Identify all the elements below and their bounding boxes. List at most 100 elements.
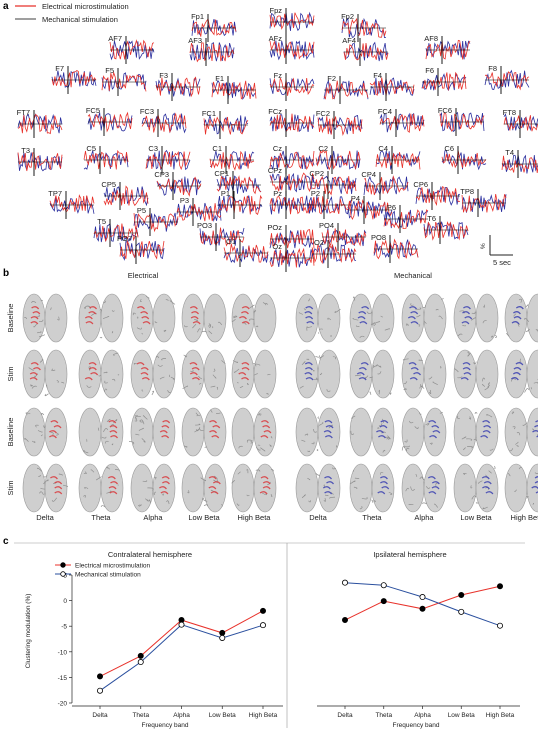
eeg-channel-label: C5 — [86, 144, 96, 153]
eeg-channel-af4: AF4 — [342, 36, 388, 66]
brain-view — [23, 350, 67, 398]
series-point — [459, 609, 464, 614]
eeg-channel-label: O1 — [226, 237, 236, 246]
eeg-channel-label: C1 — [212, 144, 222, 153]
eeg-channel-label: F1 — [215, 74, 224, 83]
brain-view — [505, 350, 538, 398]
chart-x-label-ipsilateral: Frequency band — [393, 722, 440, 729]
eeg-channel-p6: P6 — [384, 203, 428, 233]
y-tick-label: -10 — [58, 649, 68, 656]
brain-view — [350, 350, 394, 398]
eeg-channel-label: CP3 — [154, 170, 169, 179]
row-label-stim-1: Stim — [6, 367, 15, 382]
eeg-channel-cp6: CP6 — [413, 180, 460, 210]
row-label-stim-2: Stim — [6, 481, 15, 496]
x-tick-label: Theta — [375, 712, 392, 719]
eeg-channel-fc6: FC6 — [438, 106, 484, 136]
eeg-channel-label: POz — [267, 223, 282, 232]
x-tick-label: Theta — [132, 712, 149, 719]
legend-label: Electrical microstimulation — [75, 562, 151, 569]
eeg-channel-fc5: FC5 — [86, 106, 132, 136]
eeg-channel-af3: AF3 — [188, 36, 234, 66]
series-point — [220, 635, 225, 640]
eeg-channel-f3: F3 — [156, 71, 200, 101]
eeg-channel-fc4: FC4 — [378, 107, 424, 137]
series-point — [497, 623, 502, 628]
eeg-channel-label: F2 — [327, 74, 336, 83]
eeg-channel-c4: C4 — [376, 144, 420, 174]
chart-x-label-contralateral: Frequency band — [142, 722, 189, 729]
eeg-channel-label: F4 — [373, 71, 382, 80]
scale-bar-x-label: 5 sec — [493, 258, 511, 267]
eeg-channel-label: FC3 — [140, 107, 154, 116]
eeg-channel-af7: AF7 — [108, 34, 154, 64]
band-label-0-0: Delta — [36, 513, 54, 522]
brain-view — [182, 464, 226, 512]
eeg-channel-label: TP7 — [48, 189, 62, 198]
brain-view — [454, 464, 498, 512]
brain-view — [454, 408, 498, 456]
eeg-channel-f2: F2 — [324, 74, 368, 104]
legend-label: Mechanical stimulation — [75, 571, 141, 578]
brain-view — [350, 464, 394, 512]
eeg-channel-label: T6 — [427, 214, 436, 223]
band-label-1-4: High Beta — [511, 513, 538, 522]
series-point — [420, 606, 425, 611]
eeg-channel-c6: C6 — [442, 144, 486, 174]
band-label-0-4: High Beta — [238, 513, 272, 522]
eeg-channel-f6: F6 — [422, 66, 466, 96]
group-title-mechanical: Mechanical — [394, 271, 432, 280]
y-tick-label: -20 — [58, 701, 68, 708]
eeg-channel-o1: O1 — [224, 237, 268, 267]
eeg-channel-fc1: FC1 — [202, 109, 248, 139]
y-tick-label: 0 — [63, 598, 67, 605]
eeg-channel-label: PO4 — [319, 221, 334, 230]
eeg-channel-afz: AFz — [269, 34, 314, 64]
eeg-channel-label: Pz — [273, 189, 282, 198]
brain-view — [79, 350, 123, 398]
brain-view — [23, 464, 68, 512]
eeg-trace-electrical — [312, 245, 356, 263]
eeg-channel-label: AF8 — [424, 34, 438, 43]
brain-view — [23, 408, 67, 456]
brain-view — [402, 294, 446, 342]
eeg-channel-label: CP5 — [101, 180, 116, 189]
eeg-channel-label: P5 — [137, 206, 146, 215]
eeg-channel-label: AF4 — [342, 36, 356, 45]
eeg-channel-fpz: Fpz — [269, 6, 314, 36]
series-point — [220, 630, 225, 635]
brain-view — [232, 294, 276, 342]
series-point — [459, 592, 464, 597]
group-title-electrical: Electrical — [128, 271, 159, 280]
row-label-baseline-1: Baseline — [6, 304, 15, 333]
x-tick-label: Low Beta — [448, 712, 475, 719]
brain-view — [402, 464, 446, 512]
eeg-channel-label: F7 — [55, 64, 64, 73]
legend-electrical-label: Electrical microstimulation — [42, 2, 129, 11]
brain-view — [505, 408, 538, 456]
eeg-channel-label: PO8 — [371, 233, 386, 242]
series-point — [260, 623, 265, 628]
eeg-channel-label: FC1 — [202, 109, 216, 118]
series-point — [381, 599, 386, 604]
band-label-1-2: Alpha — [414, 513, 434, 522]
band-label-1-1: Theta — [362, 513, 382, 522]
series-point — [97, 674, 102, 679]
eeg-channel-label: C4 — [378, 144, 388, 153]
brain-view — [402, 408, 446, 456]
eeg-channel-tp8: TP8 — [460, 187, 506, 217]
series-point — [138, 659, 143, 664]
eeg-channel-po4: PO4 — [319, 221, 366, 251]
x-tick-label: Alpha — [173, 712, 190, 719]
eeg-channel-label: TP8 — [460, 187, 474, 196]
series-point — [342, 617, 347, 622]
brain-view — [296, 294, 341, 342]
brain-view — [350, 294, 394, 342]
eeg-channel-t4: T4 — [502, 148, 538, 178]
eeg-channel-fc3: FC3 — [140, 107, 186, 137]
series-point — [260, 608, 265, 613]
